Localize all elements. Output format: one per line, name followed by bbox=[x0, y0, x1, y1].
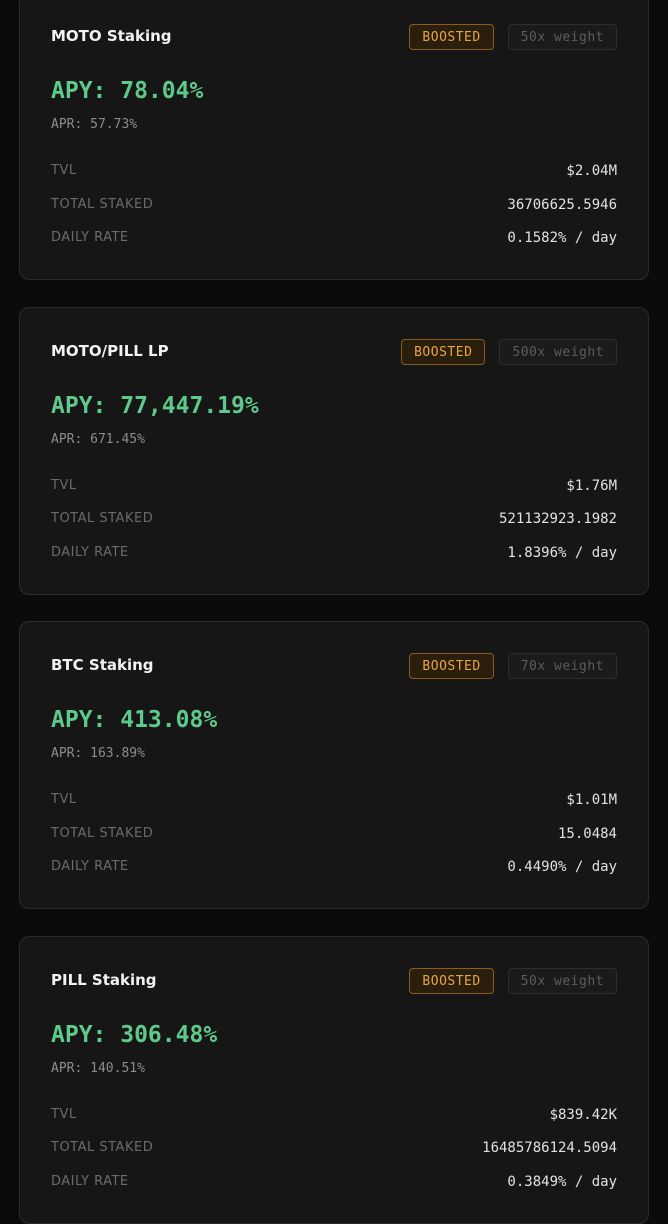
stat-value: 521132923.1982 bbox=[498, 511, 617, 527]
apr: APR: 163.89% bbox=[51, 746, 145, 761]
badge-group: BOOSTED 50x weight bbox=[409, 967, 617, 994]
staking-card[interactable]: MOTO/PILL LP BOOSTED 500x weight APY: 77,44… bbox=[19, 306, 649, 595]
stat-label: DAILY RATE bbox=[51, 230, 129, 245]
apr: APR: 57.73% bbox=[51, 117, 138, 132]
stat-row: DAILY RATE 0.4490% / day bbox=[51, 859, 617, 879]
card-title: MOTO Staking bbox=[51, 27, 172, 45]
stat-value: $1.76M bbox=[566, 477, 617, 494]
weight-badge: 70x weight bbox=[507, 653, 617, 679]
boosted-badge: BOOSTED bbox=[409, 967, 494, 994]
staking-card[interactable]: BTC Staking BOOSTED 70x weight APY: 413.08%… bbox=[19, 621, 649, 909]
card-title: MOTO/PILL LP bbox=[51, 341, 169, 360]
stat-value: 0.4490% / day bbox=[507, 859, 617, 875]
stat-label: TVL bbox=[51, 163, 77, 178]
apr: APR: 671.45% bbox=[51, 431, 145, 447]
weight-badge: 500x weight bbox=[499, 338, 617, 365]
boosted-badge: BOOSTED bbox=[401, 338, 486, 365]
badge-group: BOOSTED 50x weight bbox=[409, 24, 617, 50]
stat-value: 15.0484 bbox=[557, 825, 617, 842]
weight-badge: 50x weight bbox=[507, 24, 617, 50]
badge-group: BOOSTED 500x weight bbox=[401, 338, 617, 365]
stat-label: TVL bbox=[51, 792, 77, 807]
stat-label: TVL bbox=[51, 1106, 77, 1122]
stat-value: 1.8396% / day bbox=[507, 544, 617, 561]
stat-label: TOTAL STAKED bbox=[51, 511, 154, 526]
weight-badge: 50x weight bbox=[507, 967, 617, 994]
stat-row: TOTAL STAKED 36706625.5946 bbox=[51, 197, 617, 217]
stat-label: TOTAL STAKED bbox=[51, 1140, 154, 1155]
stat-row: TVL $2.04M bbox=[51, 163, 617, 183]
stat-value: 0.1582% / day bbox=[507, 230, 617, 246]
stat-label: DAILY RATE bbox=[51, 1173, 129, 1189]
apy: APY: 77,447.19% bbox=[51, 392, 259, 419]
boosted-badge: BOOSTED bbox=[409, 653, 494, 679]
stat-row: TVL $839.42K bbox=[51, 1107, 617, 1127]
stat-row: TVL $1.76M bbox=[51, 478, 617, 498]
stat-row: TOTAL STAKED 15.0484 bbox=[51, 826, 617, 846]
stat-value: $1.01M bbox=[566, 792, 617, 808]
stat-row: DAILY RATE 0.1582% / day bbox=[51, 230, 617, 250]
stat-value: 0.3849% / day bbox=[507, 1173, 617, 1190]
boosted-badge: BOOSTED bbox=[409, 24, 494, 50]
stat-label: TOTAL STAKED bbox=[51, 825, 154, 841]
stat-label: DAILY RATE bbox=[51, 859, 129, 874]
apy: APY: 413.08% bbox=[51, 707, 218, 733]
stat-row: DAILY RATE 1.8396% / day bbox=[51, 545, 617, 565]
staking-card[interactable]: MOTO Staking BOOSTED 50x weight APY: 78.04%… bbox=[19, 0, 649, 280]
stat-label: TOTAL STAKED bbox=[51, 196, 154, 212]
stat-value: $839.42K bbox=[549, 1106, 617, 1123]
stat-row: TVL $1.01M bbox=[51, 792, 617, 812]
stat-label: TVL bbox=[51, 477, 77, 493]
badge-group: BOOSTED 70x weight bbox=[409, 653, 617, 679]
stat-value: 16485786124.5094 bbox=[482, 1140, 617, 1156]
stat-value: 36706625.5946 bbox=[507, 196, 617, 213]
stat-label: DAILY RATE bbox=[51, 544, 129, 560]
apr: APR: 140.51% bbox=[51, 1060, 145, 1076]
card-title: PILL Staking bbox=[51, 970, 157, 989]
apy: APY: 306.48% bbox=[51, 1021, 218, 1048]
staking-card[interactable]: PILL Staking BOOSTED 50x weight APY: 306.48… bbox=[19, 935, 649, 1224]
card-title: BTC Staking bbox=[51, 656, 154, 674]
apy: APY: 78.04% bbox=[51, 78, 204, 104]
stat-row: TOTAL STAKED 521132923.1982 bbox=[51, 511, 617, 531]
stat-row: TOTAL STAKED 16485786124.5094 bbox=[51, 1140, 617, 1160]
stat-row: DAILY RATE 0.3849% / day bbox=[51, 1174, 617, 1194]
stat-value: $2.04M bbox=[566, 163, 617, 179]
